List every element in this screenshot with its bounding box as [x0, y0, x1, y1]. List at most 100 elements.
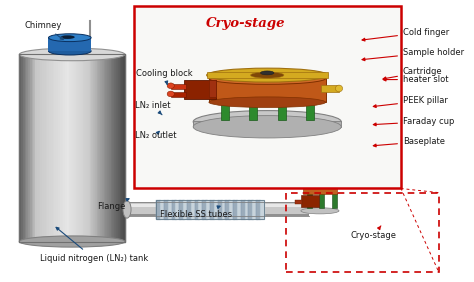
Bar — [51, 54, 53, 241]
Text: Flexible SS tubes: Flexible SS tubes — [161, 206, 233, 219]
Bar — [47, 54, 50, 241]
Bar — [23, 54, 25, 241]
Bar — [168, 200, 172, 219]
Bar — [99, 54, 100, 241]
Bar — [105, 54, 108, 241]
Text: Liquid nitrogen (LN₂) tank: Liquid nitrogen (LN₂) tank — [39, 227, 148, 263]
Bar — [172, 200, 176, 219]
Bar — [278, 81, 286, 120]
Bar — [221, 200, 226, 219]
Bar — [295, 201, 302, 204]
Text: Cryo-stage: Cryo-stage — [351, 226, 397, 240]
Bar — [63, 54, 65, 241]
Ellipse shape — [123, 201, 131, 218]
Bar — [62, 54, 64, 241]
Bar — [256, 200, 261, 219]
Bar — [171, 92, 186, 97]
Ellipse shape — [249, 80, 257, 83]
Bar — [241, 200, 245, 219]
Bar — [321, 85, 339, 92]
Bar — [252, 200, 256, 219]
Bar — [260, 200, 264, 219]
Bar — [245, 200, 249, 219]
Bar — [319, 193, 324, 208]
Ellipse shape — [209, 73, 326, 84]
Bar — [209, 78, 326, 102]
Bar — [303, 184, 337, 194]
Bar — [301, 195, 319, 207]
Bar — [171, 83, 186, 89]
Bar — [164, 200, 168, 219]
Bar — [209, 80, 216, 97]
Ellipse shape — [193, 116, 341, 138]
Bar — [134, 6, 401, 188]
Bar — [90, 54, 92, 241]
Text: LN₂ inlet: LN₂ inlet — [135, 101, 170, 115]
Text: Chimney: Chimney — [25, 21, 63, 39]
Bar — [97, 54, 99, 241]
Bar — [32, 54, 34, 241]
Bar — [160, 200, 164, 219]
Bar — [49, 54, 51, 241]
Bar — [19, 54, 125, 241]
Bar — [229, 200, 234, 219]
Ellipse shape — [251, 72, 284, 78]
Bar — [123, 54, 125, 241]
Text: Cooling block: Cooling block — [136, 69, 192, 84]
Bar — [91, 54, 93, 241]
Bar — [119, 54, 122, 241]
Ellipse shape — [336, 85, 343, 92]
Bar — [86, 54, 88, 241]
Ellipse shape — [167, 91, 174, 97]
Bar — [125, 202, 309, 216]
Bar — [58, 54, 60, 241]
Bar — [109, 54, 111, 241]
Bar — [35, 54, 37, 241]
Bar — [112, 54, 115, 241]
Bar — [175, 200, 180, 219]
Bar — [37, 54, 39, 241]
Bar — [67, 54, 69, 241]
Text: Faraday cup: Faraday cup — [374, 117, 454, 126]
Text: LN₂ outlet: LN₂ outlet — [135, 131, 176, 140]
Bar — [82, 54, 85, 241]
Bar — [286, 193, 439, 272]
Ellipse shape — [19, 48, 125, 61]
Bar — [77, 54, 80, 241]
Bar — [191, 200, 195, 219]
Bar — [210, 200, 214, 219]
Bar — [88, 54, 90, 241]
Bar — [69, 54, 71, 241]
Text: heater slot: heater slot — [383, 75, 448, 84]
Text: PEEK pillar: PEEK pillar — [374, 96, 448, 107]
Bar — [102, 54, 104, 241]
Bar — [84, 54, 87, 241]
Bar — [125, 204, 309, 207]
Text: Baseplate: Baseplate — [374, 137, 445, 147]
Bar — [25, 54, 27, 241]
Bar — [307, 193, 312, 208]
Bar — [184, 80, 216, 100]
Bar — [193, 121, 341, 127]
Ellipse shape — [48, 34, 91, 42]
Ellipse shape — [167, 83, 174, 89]
Bar — [118, 54, 120, 241]
Ellipse shape — [220, 80, 228, 83]
Ellipse shape — [306, 80, 314, 83]
Bar — [195, 200, 199, 219]
Bar — [202, 200, 207, 219]
Bar — [19, 54, 21, 241]
Bar — [48, 38, 91, 51]
Bar — [60, 54, 62, 241]
Ellipse shape — [48, 47, 91, 55]
Bar — [306, 81, 314, 120]
Bar — [56, 54, 58, 241]
Ellipse shape — [278, 80, 286, 83]
Bar — [33, 54, 36, 241]
Bar — [75, 54, 78, 241]
Text: Flange: Flange — [97, 199, 129, 211]
Bar — [233, 200, 237, 219]
Bar — [187, 200, 191, 219]
Bar — [249, 81, 257, 120]
Ellipse shape — [19, 236, 125, 247]
